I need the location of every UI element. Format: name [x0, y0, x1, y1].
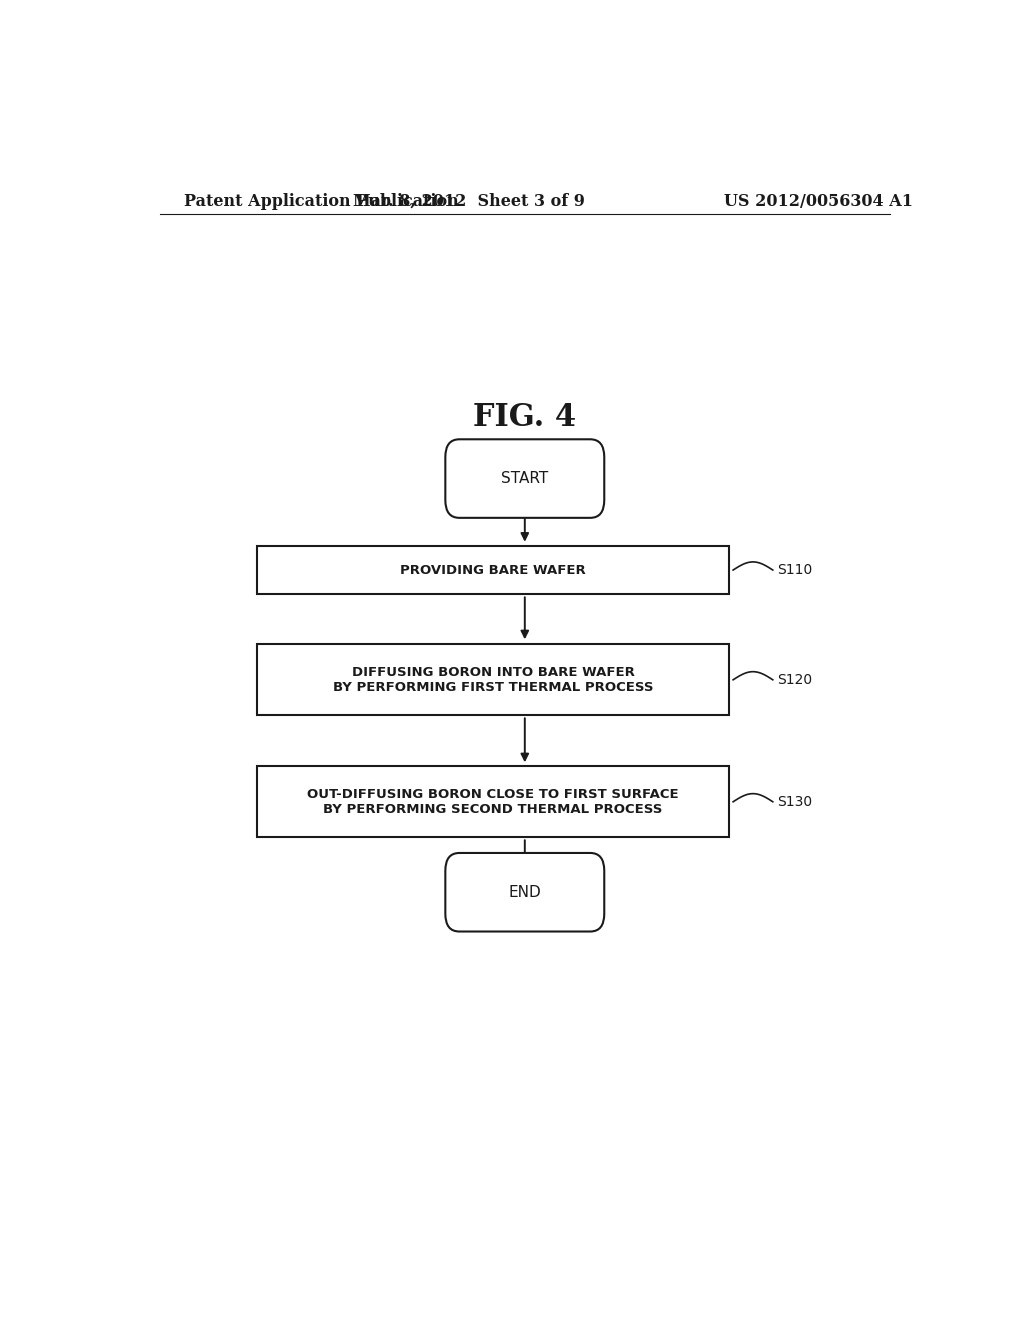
- Text: FIG. 4: FIG. 4: [473, 403, 577, 433]
- FancyBboxPatch shape: [445, 853, 604, 932]
- Text: START: START: [501, 471, 549, 486]
- Text: Mar. 8, 2012  Sheet 3 of 9: Mar. 8, 2012 Sheet 3 of 9: [353, 193, 585, 210]
- FancyBboxPatch shape: [445, 440, 604, 517]
- Text: END: END: [509, 884, 541, 900]
- Bar: [257, 545, 729, 594]
- Text: Patent Application Publication: Patent Application Publication: [183, 193, 459, 210]
- Bar: [257, 766, 729, 837]
- Text: S110: S110: [777, 564, 812, 577]
- Text: S120: S120: [777, 673, 812, 686]
- Bar: [257, 644, 729, 715]
- Text: PROVIDING BARE WAFER: PROVIDING BARE WAFER: [400, 564, 586, 577]
- Text: DIFFUSING BORON INTO BARE WAFER
BY PERFORMING FIRST THERMAL PROCESS: DIFFUSING BORON INTO BARE WAFER BY PERFO…: [333, 665, 653, 694]
- Text: US 2012/0056304 A1: US 2012/0056304 A1: [724, 193, 913, 210]
- Text: OUT-DIFFUSING BORON CLOSE TO FIRST SURFACE
BY PERFORMING SECOND THERMAL PROCESS: OUT-DIFFUSING BORON CLOSE TO FIRST SURFA…: [307, 788, 679, 816]
- Text: S130: S130: [777, 795, 812, 809]
